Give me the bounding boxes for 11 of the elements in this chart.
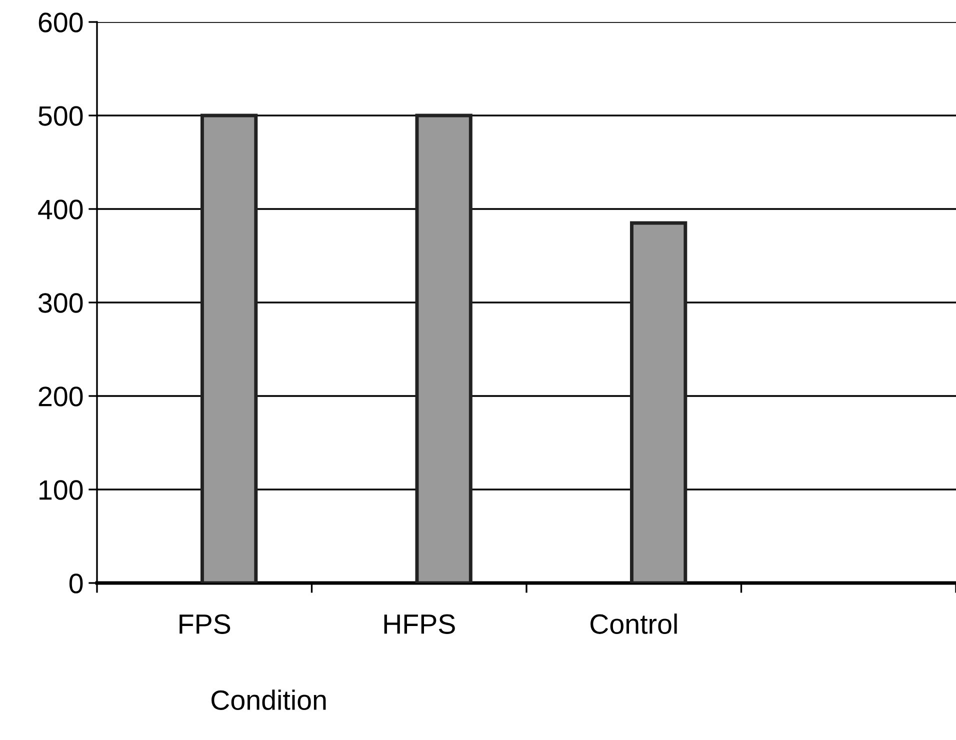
- y-tick-label: 300: [38, 293, 83, 313]
- y-tick-label: 500: [38, 106, 83, 126]
- y-tick-label: 0: [69, 574, 83, 594]
- y-tick-label: 100: [40, 480, 83, 500]
- y-tick-label: 600: [38, 12, 83, 32]
- x-tick-label: HFPS: [384, 614, 455, 634]
- y-tick-label: 200: [38, 386, 83, 406]
- x-tick-label: FPS: [180, 614, 230, 634]
- x-axis-title: Condition: [212, 690, 326, 710]
- y-tick-label: 400: [38, 200, 83, 220]
- x-tick-label: Control: [590, 614, 677, 634]
